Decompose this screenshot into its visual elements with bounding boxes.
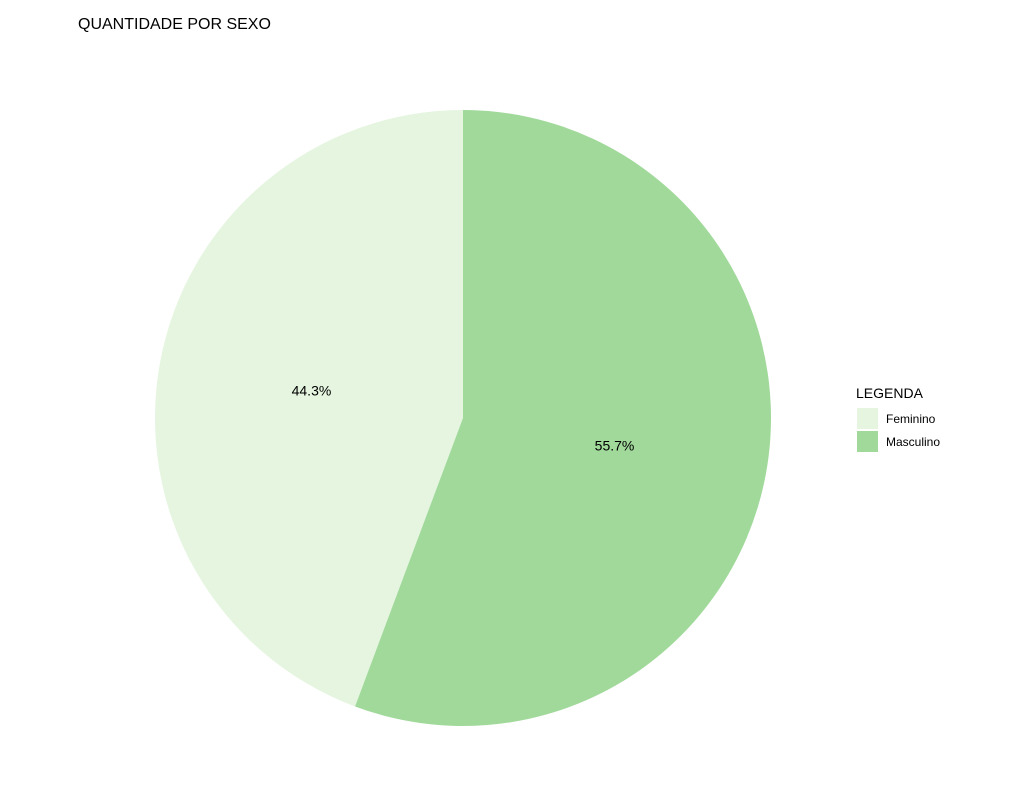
legend: LEGENDA Feminino Masculino xyxy=(856,385,940,452)
legend-title: LEGENDA xyxy=(856,385,924,401)
chart-title: QUANTIDADE POR SEXO xyxy=(78,16,271,33)
pie-slices xyxy=(155,110,772,726)
legend-swatch-feminino xyxy=(857,408,878,429)
slice-labels: 44.3% 55.7% xyxy=(292,383,635,454)
legend-label-feminino: Feminino xyxy=(886,412,936,426)
legend-label-masculino: Masculino xyxy=(886,435,940,449)
slice-label-feminino: 44.3% xyxy=(292,383,332,399)
legend-items: Feminino Masculino xyxy=(857,408,940,452)
slice-label-masculino: 55.7% xyxy=(595,437,635,453)
pie-slice-feminino xyxy=(155,110,463,707)
legend-swatch-masculino xyxy=(857,431,878,452)
pie-slice-masculino xyxy=(355,110,772,726)
